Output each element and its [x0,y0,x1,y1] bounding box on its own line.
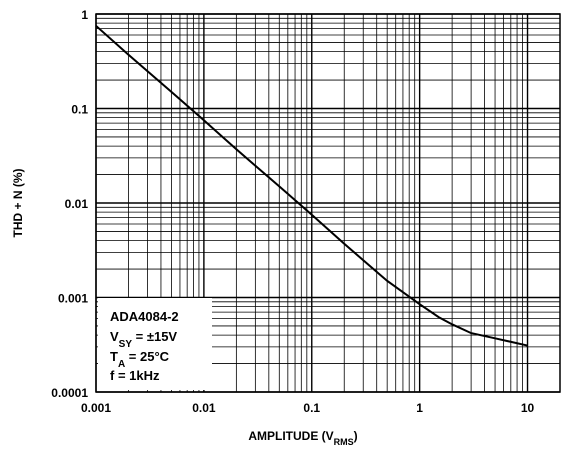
conditions-annotation: ADA4084-2 VSY = ±15V TA = 25°C f = 1kHz [98,298,212,390]
y-tick-label: 0.01 [65,197,89,211]
annotation-background [98,298,212,390]
annotation-part-number: ADA4084-2 [110,309,179,324]
plot-frame [95,13,561,393]
y-tick-labels: 1 0.1 0.01 0.001 0.0001 [51,8,88,400]
annotation-frequency: f = 1kHz [110,368,160,383]
x-tick-label: 0.001 [81,401,111,415]
y-tick-label: 1 [81,8,88,22]
y-axis-label: THD + N (%) [11,168,25,237]
x-tick-label: 10 [521,401,535,415]
annotation-supply-voltage: VSY = ±15V [110,329,177,350]
x-tick-label: 1 [416,401,423,415]
y-tick-label: 0.001 [58,292,88,306]
x-axis-label: AMPLITUDE (VRMS) [248,429,357,447]
annotation-temperature: TA = 25°C [110,349,170,370]
x-tick-labels: 0.001 0.01 0.1 1 10 [81,401,535,415]
y-tick-label: 0.0001 [51,386,88,400]
x-tick-label: 0.01 [192,401,216,415]
series-line [95,25,528,347]
x-tick-label: 0.1 [303,401,320,415]
y-tick-label: 0.1 [71,103,88,117]
